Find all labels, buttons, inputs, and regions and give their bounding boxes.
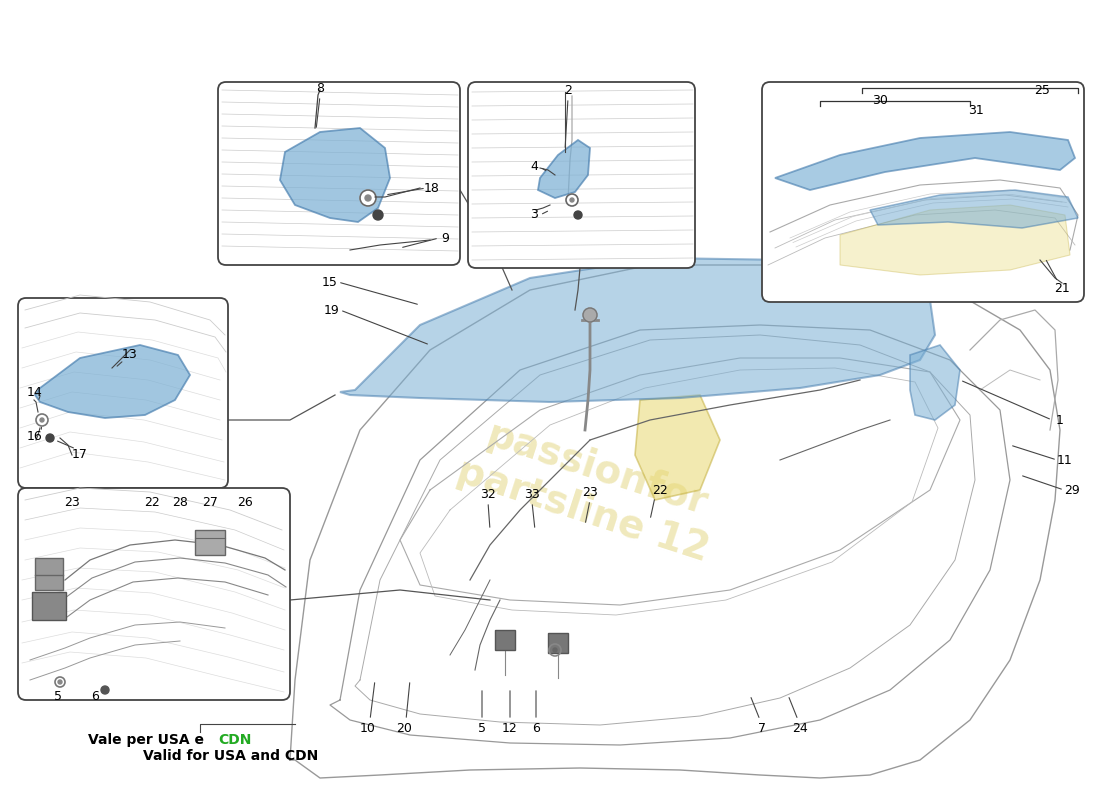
Text: 27: 27 [202,495,218,509]
Circle shape [365,195,371,201]
Text: 9: 9 [441,231,449,245]
Text: 13: 13 [122,349,138,362]
Bar [32,592,66,620]
Text: 4: 4 [530,161,538,174]
Text: 15: 15 [322,275,338,289]
Text: Vale per USA e: Vale per USA e [88,733,209,747]
Text: 22: 22 [652,483,668,497]
Bar [32,592,66,620]
Polygon shape [910,345,960,420]
Text: 23: 23 [582,486,598,498]
Circle shape [36,414,48,426]
FancyBboxPatch shape [468,82,695,268]
Text: 5: 5 [478,722,486,734]
Text: 14: 14 [28,386,43,399]
Bar [495,630,515,650]
Text: 19: 19 [324,303,340,317]
FancyBboxPatch shape [18,298,228,488]
Bar [548,633,568,653]
Text: 12: 12 [502,722,518,734]
Text: 5: 5 [54,690,62,703]
Bar [35,558,63,590]
Polygon shape [340,258,935,402]
Circle shape [566,194,578,206]
Text: Valid for USA and CDN: Valid for USA and CDN [143,749,318,763]
Text: 6: 6 [532,722,540,734]
Text: 31: 31 [968,103,983,117]
Polygon shape [35,345,190,418]
Polygon shape [870,190,1078,228]
Text: 33: 33 [524,487,540,501]
Text: 7: 7 [758,722,766,734]
Text: 32: 32 [480,487,496,501]
Text: 26: 26 [238,495,253,509]
Circle shape [360,190,376,206]
Text: 21: 21 [1054,282,1070,294]
Text: 1: 1 [1056,414,1064,426]
Circle shape [574,211,582,219]
Bar [35,558,63,590]
Text: CDN: CDN [218,733,252,747]
Circle shape [570,198,574,202]
Text: 22: 22 [144,495,159,509]
FancyBboxPatch shape [218,82,460,265]
Circle shape [553,648,557,652]
Bar [495,630,515,650]
Polygon shape [840,205,1070,275]
Polygon shape [538,140,590,198]
Text: 18: 18 [425,182,440,194]
Bar [195,530,226,555]
Text: 28: 28 [172,495,188,509]
Text: 8: 8 [316,82,324,94]
Text: 10: 10 [360,722,376,734]
Bar [548,633,568,653]
FancyBboxPatch shape [762,82,1084,302]
Circle shape [101,686,109,694]
Circle shape [40,418,44,422]
Text: passionfor
partsline 12: passionfor partsline 12 [452,410,728,570]
Circle shape [58,680,62,684]
Circle shape [46,434,54,442]
Text: 23: 23 [64,495,80,509]
Text: 20: 20 [396,722,411,734]
Text: 17: 17 [73,449,88,462]
Bar [195,530,226,555]
Text: 2: 2 [564,83,572,97]
Text: 6: 6 [91,690,99,703]
Circle shape [373,210,383,220]
Text: 24: 24 [792,722,807,734]
Text: 30: 30 [872,94,888,106]
FancyBboxPatch shape [18,488,290,700]
Circle shape [583,308,597,322]
Text: 3: 3 [530,209,538,222]
Text: 25: 25 [1034,83,1049,97]
Text: 29: 29 [1064,483,1080,497]
Text: 11: 11 [1057,454,1072,466]
Text: 16: 16 [28,430,43,443]
Polygon shape [635,395,720,500]
Polygon shape [776,132,1075,190]
Polygon shape [280,128,390,222]
